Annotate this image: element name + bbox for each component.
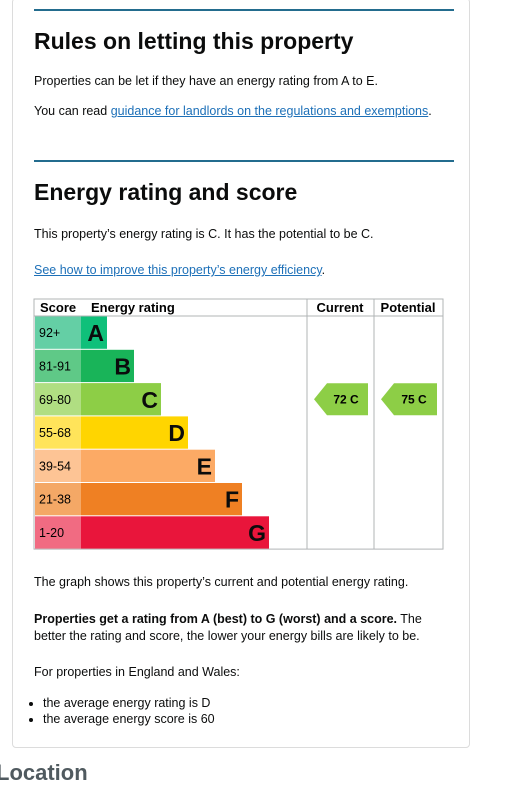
- heading: Energy rating and score: [34, 179, 298, 205]
- score-label: 1-20: [39, 526, 64, 540]
- column-header: Score: [40, 300, 76, 315]
- score-label: 55-68: [39, 426, 71, 440]
- score-label: 21-38: [39, 493, 71, 507]
- rating-bar: [81, 416, 188, 449]
- next-heading: Location: [0, 760, 88, 785]
- score-cell: [35, 316, 81, 349]
- text: See how to improve this property’s energ…: [34, 263, 325, 277]
- rating-letter: A: [87, 320, 104, 346]
- rating-letter: F: [225, 487, 239, 513]
- rating-bar: [81, 383, 161, 416]
- card: [12, 0, 470, 748]
- text: This property’s energy rating is C. It h…: [34, 227, 374, 241]
- text: The better the rating and score, the low…: [34, 612, 422, 643]
- bold-text: Properties get a rating from A (best) to…: [34, 612, 398, 626]
- rating-letter: B: [114, 353, 131, 379]
- heading: Rules on letting this property: [34, 28, 354, 54]
- rating-bar: [81, 349, 134, 383]
- link[interactable]: guidance for landlords on the regulation…: [110, 104, 429, 118]
- rating-arrow: [314, 383, 368, 416]
- bullet: the average energy rating is D: [43, 695, 215, 711]
- text: The graph shows this property’s current …: [34, 575, 409, 589]
- text: .: [321, 263, 326, 277]
- text: .: [428, 104, 432, 118]
- rating-arrow: [381, 383, 437, 416]
- energy-graph: Score Energy rating Current Potential 92+ A 81…: [33, 298, 444, 550]
- rating-bar: [81, 516, 269, 549]
- rating-letter: E: [197, 453, 212, 479]
- column-header: Energy rating: [91, 300, 175, 315]
- section-rule: [34, 160, 454, 162]
- score-cell: [35, 483, 81, 516]
- table-frame: [33, 298, 444, 550]
- rating-bar: [81, 483, 242, 516]
- text: You can read: [34, 104, 111, 118]
- column-header: Potential: [381, 300, 436, 315]
- bullet-list: the average energy rating is D the avera…: [18, 695, 215, 727]
- score-label: 81-91: [39, 359, 71, 373]
- rating-bar: [81, 449, 215, 482]
- score-cell: [35, 383, 81, 416]
- score-label: 69-80: [39, 393, 71, 407]
- text: Properties can be let if they have an en…: [34, 74, 378, 88]
- section-rule: [34, 9, 454, 11]
- rating-letter: D: [168, 420, 185, 446]
- link[interactable]: See how to improve this property’s energ…: [34, 263, 322, 277]
- rating-letter: C: [141, 387, 158, 413]
- text: You can read guidance for landlords on t…: [34, 104, 432, 118]
- rating-bar: [81, 316, 107, 349]
- score-cell: [35, 349, 81, 383]
- column-header: Current: [317, 300, 365, 315]
- rating-arrow-label: 75 C: [401, 392, 427, 406]
- score-label: 92+: [39, 326, 60, 340]
- rating-letter: G: [248, 520, 266, 546]
- score-cell: [35, 516, 81, 549]
- text: For properties in England and Wales:: [34, 665, 240, 679]
- score-cell: [35, 416, 81, 449]
- text: Properties get a rating from A (best) to…: [34, 611, 444, 645]
- score-cell: [35, 449, 81, 482]
- bullet: the average energy score is 60: [43, 711, 215, 727]
- score-label: 39-54: [39, 459, 71, 473]
- rating-arrow-label: 72 C: [333, 392, 359, 406]
